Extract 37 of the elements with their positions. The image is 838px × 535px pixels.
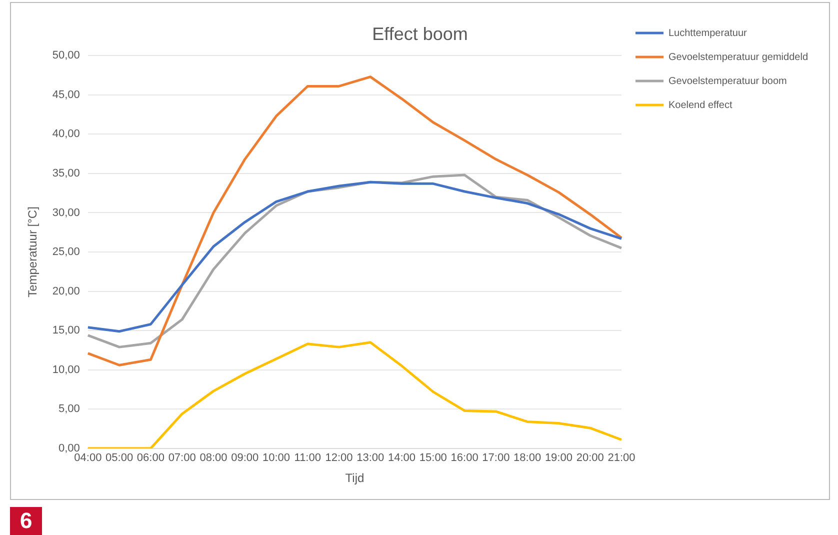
x-tick-label: 13:00 xyxy=(356,452,384,464)
legend-label: Koelend effect xyxy=(668,100,732,111)
x-tick-label: 15:00 xyxy=(419,452,447,464)
x-tick-label: 11:00 xyxy=(294,452,321,464)
y-tick-label: 35,00 xyxy=(52,167,80,180)
legend-label: Gevoelstemperatuur gemiddeld xyxy=(668,52,808,63)
text: 6 xyxy=(10,507,42,535)
x-tick-label: 06:00 xyxy=(136,452,164,464)
y-axis-title: Temperatuur [°C] xyxy=(26,206,40,298)
x-axis-title: Tijd xyxy=(345,471,364,486)
legend-label: Gevoelstemperatuur boom xyxy=(668,76,787,87)
y-tick-label: 45,00 xyxy=(52,88,80,101)
x-tick-label: 17:00 xyxy=(482,452,510,464)
x-tick-label: 05:00 xyxy=(106,452,134,464)
x-tick-label: 12:00 xyxy=(325,452,353,464)
legend-label: Luchttemperatuur xyxy=(668,28,748,39)
y-tick-label: 15,00 xyxy=(52,324,80,337)
y-tick-label: 50,00 xyxy=(52,50,80,62)
x-tick-label: 04:00 xyxy=(74,452,102,464)
x-tick-label: 21:00 xyxy=(608,452,636,464)
y-tick-label: 30,00 xyxy=(52,206,80,219)
x-tick-label: 14:00 xyxy=(388,452,416,464)
y-tick-label: 0,00 xyxy=(58,442,80,454)
x-tick-label: 09:00 xyxy=(231,452,259,464)
x-tick-label: 10:00 xyxy=(262,452,290,464)
y-tick-label: 25,00 xyxy=(52,246,80,258)
y-tick-label: 5,00 xyxy=(58,403,80,416)
x-tick-label: 20:00 xyxy=(576,452,604,464)
y-tick-label: 20,00 xyxy=(52,285,80,298)
x-tick-label: 16:00 xyxy=(450,452,478,464)
chart-title: Effect boom xyxy=(372,24,468,44)
x-tick-label: 19:00 xyxy=(544,452,572,464)
y-tick-label: 40,00 xyxy=(52,128,80,140)
x-tick-label: 08:00 xyxy=(200,452,228,464)
y-tick-label: 10,00 xyxy=(52,364,80,376)
x-tick-label: 18:00 xyxy=(514,452,542,464)
x-tick-label: 07:00 xyxy=(168,452,196,464)
